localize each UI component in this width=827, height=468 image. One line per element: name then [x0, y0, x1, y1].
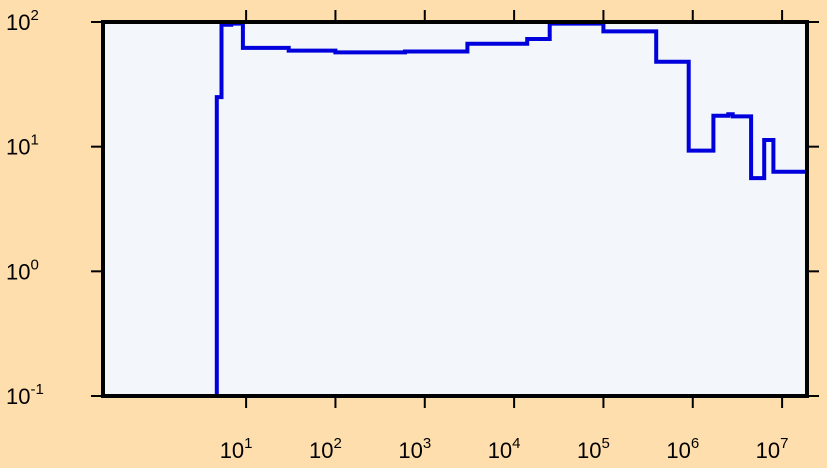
y-axis-tick-labels: 102 101 100 10-1 — [6, 7, 44, 409]
x-axis-tick-labels: 101 102 103 104 105 106 107 — [220, 435, 789, 463]
y-tick-label: 10-1 — [6, 381, 44, 409]
x-tick-label: 107 — [756, 435, 789, 463]
x-tick-label: 105 — [577, 435, 610, 463]
x-tick-label: 103 — [398, 435, 431, 463]
x-tick-label: 102 — [309, 435, 342, 463]
x-tick-label: 104 — [488, 435, 521, 463]
x-tick-label: 106 — [666, 435, 699, 463]
y-tick-label: 101 — [6, 132, 39, 160]
y-tick-label: 102 — [6, 7, 39, 35]
plot-frame — [101, 20, 809, 398]
y-tick-label: 100 — [6, 256, 39, 284]
plot-area — [103, 22, 807, 396]
x-tick-label: 101 — [220, 435, 253, 463]
